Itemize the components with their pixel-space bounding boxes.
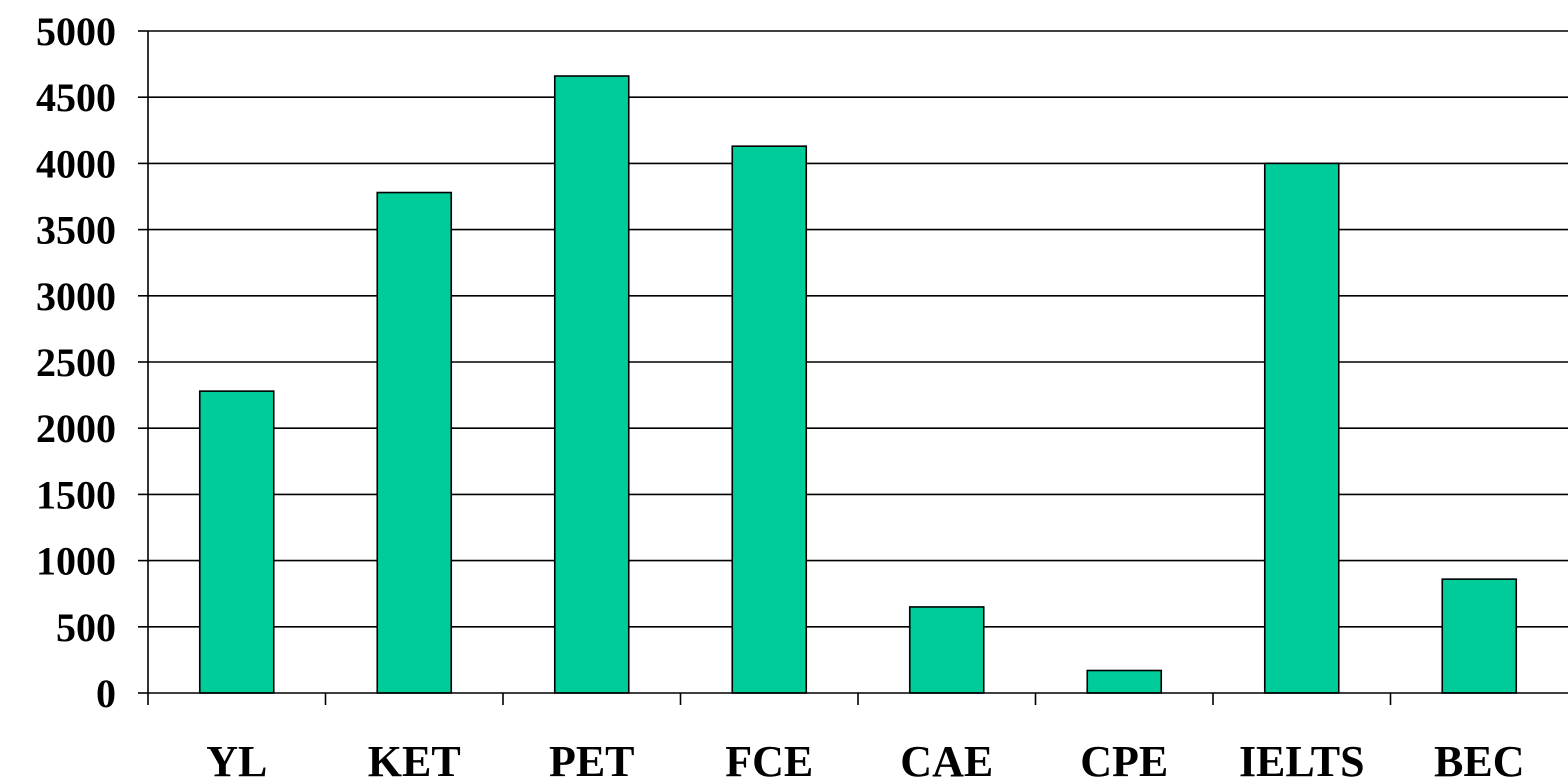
bar-ket — [376, 191, 453, 694]
y-tick-labels: 0 500 1000 1500 2000 2500 3000 3500 4000 4500 5000 — [36, 9, 116, 716]
y-tick-label: 1000 — [36, 539, 116, 584]
bar-bec — [1441, 578, 1518, 694]
y-tick-label: 500 — [56, 605, 116, 650]
bar-cpe — [1086, 669, 1163, 694]
bar-pet — [553, 75, 630, 694]
bar-yl — [198, 390, 275, 694]
y-tick-label: 4000 — [36, 141, 116, 186]
grid-lines — [148, 30, 1568, 628]
y-tick-label: 3500 — [36, 208, 116, 253]
y-tick-label: 1500 — [36, 472, 116, 517]
y-tick-label: 4500 — [36, 75, 116, 120]
y-tick-label: 5000 — [36, 9, 116, 54]
x-tick-labels: YL KET PET FCE CAE CPE IELTS BEC — [206, 737, 1524, 781]
bar-ielts — [1263, 162, 1340, 694]
y-tick-label: 2500 — [36, 340, 116, 385]
axes — [138, 30, 1568, 705]
x-tick-label: YL — [206, 737, 267, 781]
x-tick-label: BEC — [1434, 737, 1524, 781]
bar-cae — [908, 606, 985, 694]
x-tick-label: CAE — [900, 737, 993, 781]
bars — [198, 75, 1518, 694]
x-tick-label: IELTS — [1239, 737, 1365, 781]
x-tick-label: FCE — [725, 737, 813, 781]
y-tick-label: 0 — [96, 671, 116, 716]
x-tick-label: CPE — [1080, 737, 1168, 781]
bar-fce — [731, 145, 808, 694]
y-tick-label: 3000 — [36, 274, 116, 319]
x-tick-label: KET — [368, 737, 461, 781]
y-tick-label: 2000 — [36, 406, 116, 451]
x-tick-label: PET — [549, 737, 635, 781]
